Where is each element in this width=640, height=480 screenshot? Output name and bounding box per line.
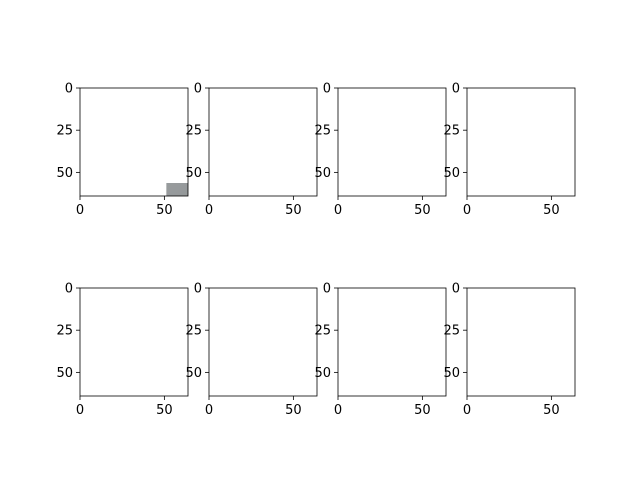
y-tick-label: 50 [185, 366, 202, 381]
y-tick-label: 25 [185, 124, 202, 139]
panel-recon-person-feet: 0 50 0 25 50 [56, 282, 190, 418]
y-tick-label: 25 [443, 124, 460, 139]
panel-orig-bird: 0 50 0 25 50 [314, 82, 449, 218]
y-tick-label: 0 [65, 282, 73, 297]
y-tick-label: 0 [194, 282, 202, 297]
y-tick-label: 25 [314, 324, 331, 339]
panel-orig-person-feet: 0 50 0 25 50 [56, 82, 189, 218]
blurry-reconstruction-icon [463, 288, 575, 396]
panel-orig-black-dog: 0 50 0 25 50 [185, 82, 318, 218]
y-tick-label: 0 [452, 82, 460, 97]
y-tick-label: 0 [323, 82, 331, 97]
blurry-reconstruction-icon [338, 288, 446, 398]
x-tick-label: 0 [76, 203, 84, 218]
y-tick-label: 0 [65, 82, 73, 97]
y-tick-label: 50 [185, 166, 202, 181]
y-tick-label: 25 [56, 324, 73, 339]
x-tick-label: 50 [414, 403, 431, 418]
panel-recon-black-dog: 0 50 0 25 50 [185, 282, 318, 418]
blurry-reconstruction-icon [209, 288, 317, 398]
axes-frame [337, 87, 447, 197]
x-tick-label: 50 [285, 203, 302, 218]
panel-recon-monkey: 0 50 0 25 50 [443, 282, 576, 418]
y-tick-label: 25 [443, 324, 460, 339]
blurry-reconstruction-icon [76, 284, 190, 398]
y-tick-label: 50 [443, 366, 460, 381]
x-tick-label: 50 [414, 203, 431, 218]
bustard-bird-photo-icon [332, 88, 449, 196]
y-tick-label: 25 [314, 124, 331, 139]
x-tick-label: 50 [543, 203, 560, 218]
person-feet-photo-icon [166, 183, 188, 196]
macaque-monkey-photo-icon [467, 88, 575, 196]
y-tick-label: 50 [56, 366, 73, 381]
x-tick-label: 0 [205, 203, 213, 218]
x-tick-label: 0 [334, 403, 342, 418]
axes-frame [337, 287, 447, 397]
axes-frame [208, 87, 318, 197]
y-tick-label: 50 [314, 366, 331, 381]
y-tick-label: 25 [185, 324, 202, 339]
x-tick-label: 0 [334, 203, 342, 218]
y-tick-label: 50 [56, 166, 73, 181]
panel-orig-monkey: 0 50 0 25 50 [443, 82, 576, 218]
axes-frame [208, 287, 318, 397]
axes-frame [466, 287, 576, 397]
y-tick-label: 25 [56, 124, 73, 139]
y-tick-label: 0 [452, 282, 460, 297]
panel-recon-bird: 0 50 0 25 50 [314, 282, 447, 418]
y-tick-label: 50 [443, 166, 460, 181]
x-tick-label: 0 [463, 203, 471, 218]
black-dog-engraving-icon [209, 88, 317, 196]
y-tick-label: 50 [314, 166, 331, 181]
x-tick-label: 50 [285, 403, 302, 418]
axes-frame [466, 87, 576, 197]
axes-frame [79, 287, 189, 397]
x-tick-label: 50 [156, 203, 173, 218]
y-tick-label: 0 [323, 282, 331, 297]
x-tick-label: 0 [205, 403, 213, 418]
axes-frame [79, 87, 189, 197]
x-tick-label: 50 [543, 403, 560, 418]
x-tick-label: 0 [76, 403, 84, 418]
y-tick-label: 0 [194, 82, 202, 97]
x-tick-label: 50 [156, 403, 173, 418]
x-tick-label: 0 [463, 403, 471, 418]
